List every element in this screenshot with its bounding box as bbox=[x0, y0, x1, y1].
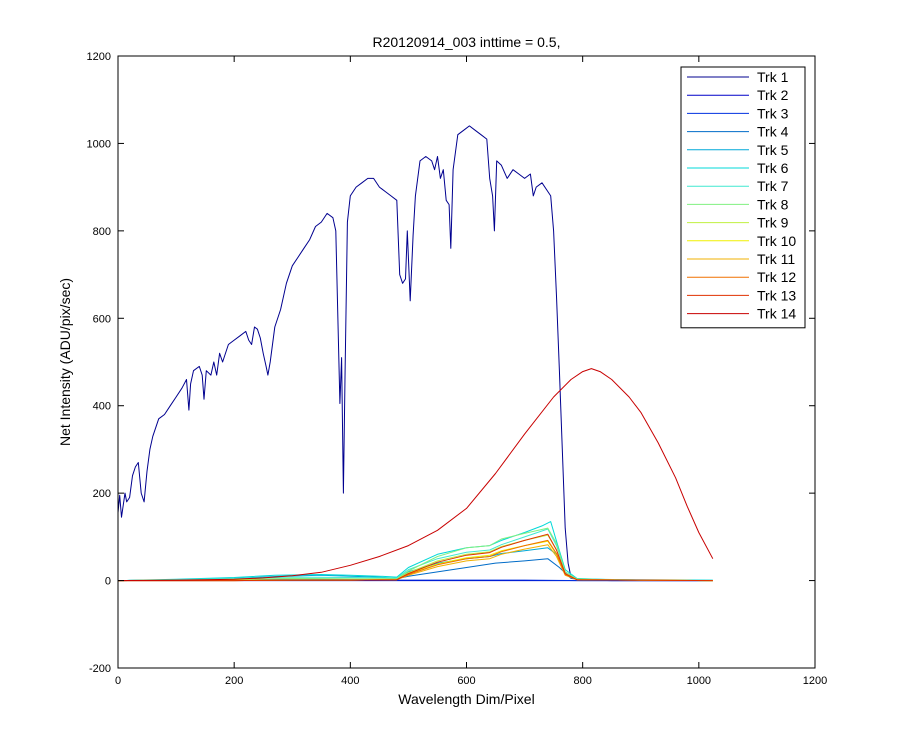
legend-label-trk-8: Trk 8 bbox=[757, 196, 789, 212]
legend-label-trk-7: Trk 7 bbox=[757, 178, 789, 194]
x-axis: 0 200 400 600 800 1000 1200 bbox=[115, 56, 827, 687]
y-tick-label-0: -200 bbox=[89, 663, 111, 675]
legend-label-trk-13: Trk 13 bbox=[757, 287, 796, 303]
y-tick-label-2: 200 bbox=[93, 488, 111, 500]
x-tick-label-1: 200 bbox=[225, 675, 243, 687]
x-tick-label-5: 1000 bbox=[687, 675, 711, 687]
y-tick-label-7: 1200 bbox=[87, 51, 111, 63]
series-line-trk-14 bbox=[117, 368, 714, 582]
x-tick-label-3: 600 bbox=[457, 675, 475, 687]
legend-label-trk-3: Trk 3 bbox=[757, 105, 789, 121]
legend-label-trk-12: Trk 12 bbox=[757, 269, 796, 285]
y-tick-label-5: 800 bbox=[93, 226, 111, 238]
y-tick-label-6: 1000 bbox=[87, 138, 111, 150]
x-tick-label-6: 1200 bbox=[803, 675, 827, 687]
x-tick-label-0: 0 bbox=[115, 675, 121, 687]
y-axis: -200 0 200 400 600 800 1000 1200 bbox=[87, 51, 815, 675]
legend-label-trk-5: Trk 5 bbox=[757, 142, 789, 158]
legend-box bbox=[680, 66, 806, 329]
x-tick-label-2: 400 bbox=[341, 675, 359, 687]
y-tick-label-1: 0 bbox=[105, 576, 111, 588]
legend-label-trk-14: Trk 14 bbox=[757, 306, 796, 322]
legend-label-trk-10: Trk 10 bbox=[757, 233, 796, 249]
series-line-trk-8 bbox=[117, 527, 713, 582]
series-line-trk-1 bbox=[117, 125, 713, 582]
legend-label-trk-4: Trk 4 bbox=[757, 124, 789, 140]
series-layer bbox=[117, 125, 714, 582]
y-axis-label: Net Intensity (ADU/pix/sec) bbox=[57, 278, 73, 446]
chart-title: R20120914_003 inttime = 0.5, bbox=[373, 34, 561, 50]
legend-label-trk-6: Trk 6 bbox=[757, 160, 789, 176]
series-line-trk-13 bbox=[118, 533, 713, 582]
y-tick-label-3: 400 bbox=[93, 401, 111, 413]
legend-label-trk-2: Trk 2 bbox=[757, 87, 789, 103]
legend-label-trk-11: Trk 11 bbox=[757, 251, 795, 267]
y-tick-label-4: 600 bbox=[93, 313, 111, 325]
legend: Trk 1 Trk 2 Trk 3 Trk 4 Trk 5 Trk 6 Trk 7 Trk 8… bbox=[680, 66, 806, 329]
legend-label-trk-1: Trk 1 bbox=[757, 69, 789, 85]
legend-label-trk-9: Trk 9 bbox=[757, 215, 789, 231]
x-axis-label: Wavelength Dim/Pixel bbox=[398, 691, 534, 707]
x-tick-label-4: 800 bbox=[573, 675, 591, 687]
